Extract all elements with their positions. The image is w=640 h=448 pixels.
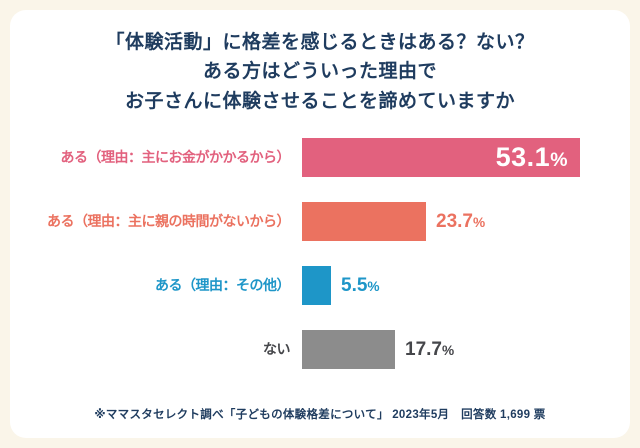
bar-value: 23.7% bbox=[436, 211, 485, 233]
bar-track: 5.5% bbox=[302, 266, 616, 306]
bar-value-percent-sign: % bbox=[550, 149, 568, 172]
bar-label: ない bbox=[263, 341, 291, 358]
bar-value-percent-sign: % bbox=[472, 214, 486, 230]
chart-title: 「体験活動」に格差を感じるときはある？ない？ ある方はどういった理由で お子さん… bbox=[10, 10, 630, 116]
bar-label: ある（理由：主にお金がかかるから） bbox=[60, 149, 291, 166]
bar-value: 5.5% bbox=[341, 275, 380, 297]
bar-chart: ある（理由：主にお金がかかるから） 53.1% ある（理由：主に親の時間がないから）… bbox=[10, 138, 630, 370]
title-line-1: 「体験活動」に格差を感じるときはある？ない？ bbox=[105, 32, 535, 53]
bar-value-number: 53.1 bbox=[495, 142, 551, 173]
bar bbox=[302, 202, 426, 242]
bar bbox=[302, 330, 395, 370]
bar-track: 53.1% bbox=[302, 138, 616, 178]
bar-value-number: 5.5 bbox=[341, 274, 368, 296]
bar-row: ある（理由：主にお金がかかるから） 53.1% bbox=[10, 138, 616, 178]
bar-row: ある（理由：主に親の時間がないから） 23.7% bbox=[10, 202, 616, 242]
title-line-2: ある方はどういった理由で bbox=[202, 61, 437, 83]
bar-track: 17.7% bbox=[302, 330, 616, 370]
chart-card: 「体験活動」に格差を感じるときはある？ない？ ある方はどういった理由で お子さん… bbox=[10, 10, 630, 438]
bar bbox=[302, 266, 331, 306]
bar: 53.1% bbox=[302, 138, 580, 178]
bar-value: 17.7% bbox=[405, 339, 454, 361]
source-note: ※ママスタセレクト調べ「子どもの体験格差について」 2023年5月 回答数 1,… bbox=[94, 409, 546, 421]
bar-value: 53.1% bbox=[496, 142, 580, 173]
bar-row: ない 17.7% bbox=[10, 330, 616, 370]
bar-value-number: 17.7 bbox=[405, 338, 442, 360]
bar-row: ある（理由：その他） 5.5% bbox=[10, 266, 616, 306]
bar-label: ある（理由：主に親の時間がないから） bbox=[47, 213, 291, 230]
bar-value-number: 23.7 bbox=[436, 210, 473, 232]
bar-label: ある（理由：その他） bbox=[155, 277, 291, 294]
bar-value-percent-sign: % bbox=[441, 342, 455, 358]
bar-track: 23.7% bbox=[302, 202, 616, 242]
bar-value-percent-sign: % bbox=[367, 278, 380, 294]
title-line-3: お子さんに体験させることを諦めていますか bbox=[124, 90, 515, 112]
